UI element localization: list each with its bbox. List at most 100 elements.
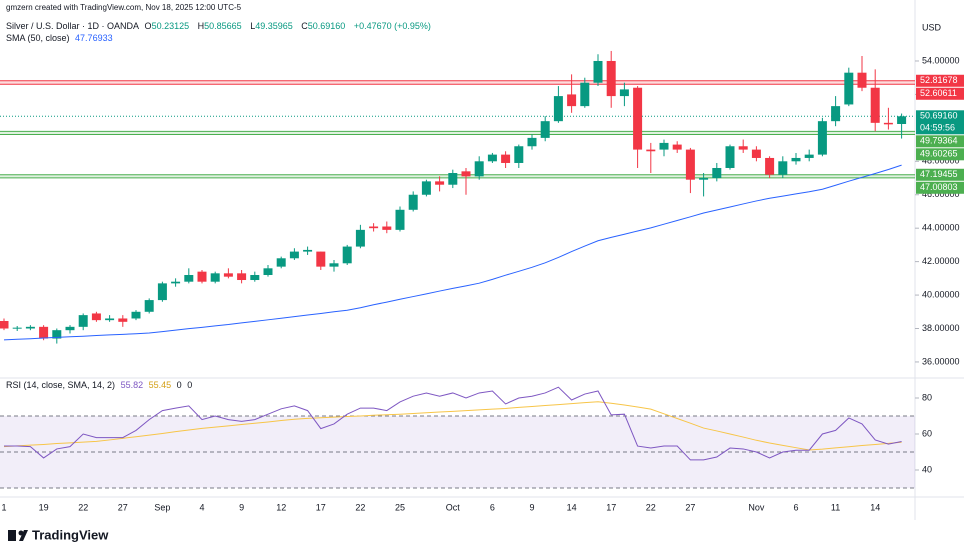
candle	[461, 167, 471, 195]
candle-body	[725, 146, 735, 168]
brand-logo: TradingView	[8, 527, 109, 542]
candle-body	[435, 181, 445, 185]
price-label-box	[916, 87, 964, 100]
candle	[553, 86, 563, 123]
candle-body	[197, 271, 207, 282]
candle	[250, 271, 260, 282]
candle	[78, 313, 88, 331]
x-tick-label: 19	[39, 502, 49, 512]
candle-body	[382, 226, 392, 230]
y-tick-label: 40	[922, 464, 932, 474]
sma-value: 47.76933	[75, 33, 113, 43]
h-letter: H	[197, 21, 205, 31]
candle-body	[91, 313, 101, 321]
price-label: 04:59:56	[920, 123, 955, 133]
x-tick-label: 12	[276, 502, 286, 512]
candle-body	[804, 154, 814, 158]
l-letter: L	[250, 21, 256, 31]
candle	[52, 328, 62, 344]
x-tick-label: 27	[685, 502, 695, 512]
candle-body	[131, 311, 141, 319]
price-label-box	[916, 181, 964, 194]
candle	[897, 113, 907, 139]
candle	[870, 69, 880, 132]
candle-body	[421, 181, 431, 195]
y-tick-label: 80	[922, 392, 932, 402]
y-tick-label: 48.00000	[922, 156, 960, 166]
price-label-box	[916, 135, 964, 148]
candle-body	[65, 326, 75, 331]
sma-legend: SMA (50, close) 47.76933	[6, 33, 116, 43]
candle-body	[699, 178, 709, 180]
zone-band	[0, 80, 915, 85]
candle	[382, 221, 392, 234]
candle	[12, 325, 22, 332]
candle	[263, 264, 273, 277]
candle	[659, 139, 669, 157]
candle-body	[606, 60, 616, 97]
price-label: 47.00803	[920, 182, 958, 192]
candle-body	[157, 283, 167, 301]
candle	[65, 325, 75, 334]
candle-body	[487, 154, 497, 162]
candle-body	[289, 251, 299, 259]
candle	[421, 179, 431, 197]
candle	[395, 206, 405, 232]
candle	[131, 310, 141, 321]
ohlc: L49.35965	[250, 21, 296, 31]
candle-body	[355, 229, 365, 247]
candle-body	[78, 315, 88, 327]
rsi-line	[4, 386, 902, 461]
candle	[725, 144, 735, 170]
rsi-name: RSI (14, close, SMA, 14, 2)	[6, 380, 116, 390]
x-tick-label: 4	[199, 502, 204, 512]
brand: TradingView	[32, 527, 109, 542]
price-label: 52.81678	[920, 75, 958, 85]
candle-body	[646, 149, 656, 152]
candle	[237, 269, 247, 284]
candle-body	[250, 275, 260, 281]
x-tick-label: 22	[78, 502, 88, 512]
y-tick-label: 46.00000	[922, 189, 960, 199]
candle	[633, 86, 643, 168]
candle	[514, 144, 524, 168]
candle	[817, 117, 827, 157]
candle	[184, 268, 194, 284]
x-tick-label: 22	[355, 502, 365, 512]
candle-body	[791, 157, 801, 162]
candle-body	[448, 173, 458, 185]
symbol-legend: Silver / U.S. Dollar · 1D · OANDA O50.23…	[6, 21, 434, 31]
l-value: 49.35965	[255, 21, 293, 31]
candle-body	[303, 249, 313, 252]
candle	[118, 315, 128, 327]
candle-body	[118, 318, 128, 322]
candle-body	[263, 268, 273, 276]
candle	[435, 176, 445, 192]
price-label-box	[916, 168, 964, 181]
candle-body	[633, 87, 643, 150]
candle-body	[897, 116, 907, 124]
candle	[540, 116, 550, 142]
candle	[883, 107, 893, 130]
price-label-box	[916, 74, 964, 87]
x-tick-label: 1	[1, 502, 6, 512]
candle	[831, 96, 841, 127]
candle-body	[527, 137, 537, 147]
candle	[448, 169, 458, 189]
candle	[408, 191, 418, 212]
candle	[223, 268, 233, 279]
candle	[289, 248, 299, 260]
candle-body	[408, 194, 418, 210]
y-tick-label: 38.00000	[922, 323, 960, 333]
y-tick-label: 60	[922, 428, 932, 438]
candle	[593, 54, 603, 87]
candle-body	[870, 87, 880, 123]
candle	[567, 74, 577, 113]
price-label: 47.19455	[920, 169, 958, 179]
candle	[25, 325, 35, 331]
candle-body	[461, 171, 471, 177]
x-tick-label: 11	[831, 502, 840, 512]
rsi-value: 55.82	[120, 380, 144, 390]
candle	[672, 141, 682, 153]
candle-body	[342, 246, 352, 264]
